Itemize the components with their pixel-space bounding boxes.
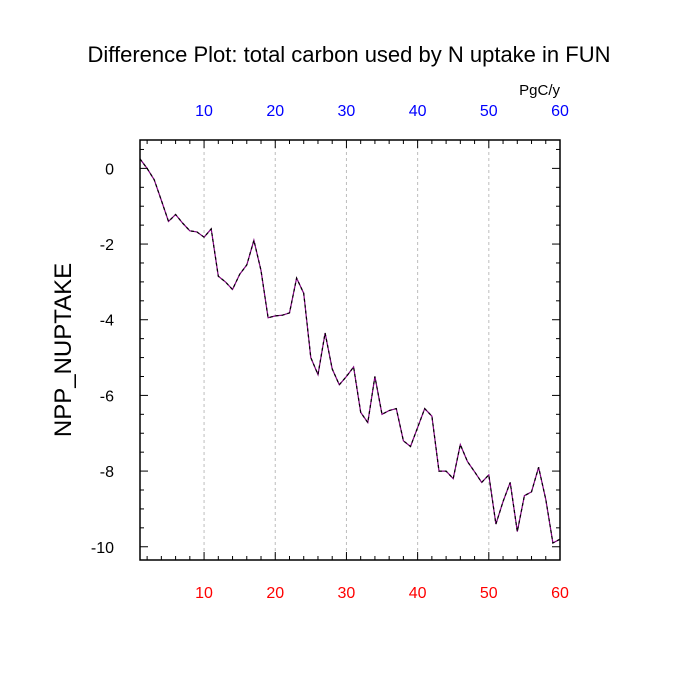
x-tick-label-top: 40	[409, 103, 427, 120]
x-tick-label-bottom: 50	[480, 585, 498, 602]
series-layer	[139, 158, 561, 544]
y-axis-label: NPP_NUPTAKE	[50, 263, 77, 437]
x-tick-label-bottom: 20	[266, 585, 284, 602]
ticks: 10 10 20 20 30 30 40 40 50 50 60 60 0 -2 -4 -6 -8 -10	[91, 103, 569, 602]
x-tick-label-bottom: 60	[551, 585, 569, 602]
y-tick-label: -10	[91, 540, 114, 557]
x-tick-label-top: 20	[266, 103, 284, 120]
plot-frame	[139, 139, 561, 561]
series-line-dash-0	[139, 158, 561, 544]
y-tick-label: -8	[100, 464, 114, 481]
chart-title: Difference Plot: total carbon used by N …	[88, 42, 611, 67]
grid-lines	[203, 140, 490, 560]
x-tick-label-top: 30	[338, 103, 356, 120]
x-tick-label-bottom: 10	[195, 585, 213, 602]
y-tick-label: -6	[100, 388, 114, 405]
x-tick-label-top: 60	[551, 103, 569, 120]
x-tick-label-top: 10	[195, 103, 213, 120]
y-tick-label: 0	[105, 161, 114, 178]
x-tick-label-bottom: 30	[338, 585, 356, 602]
y-tick-label: -4	[100, 313, 114, 330]
y-tick-label: -2	[100, 237, 114, 254]
x-tick-label-top: 50	[480, 103, 498, 120]
series-line-0	[139, 158, 561, 544]
x-tick-label-bottom: 40	[409, 585, 427, 602]
units-label: PgC/y	[519, 82, 560, 99]
